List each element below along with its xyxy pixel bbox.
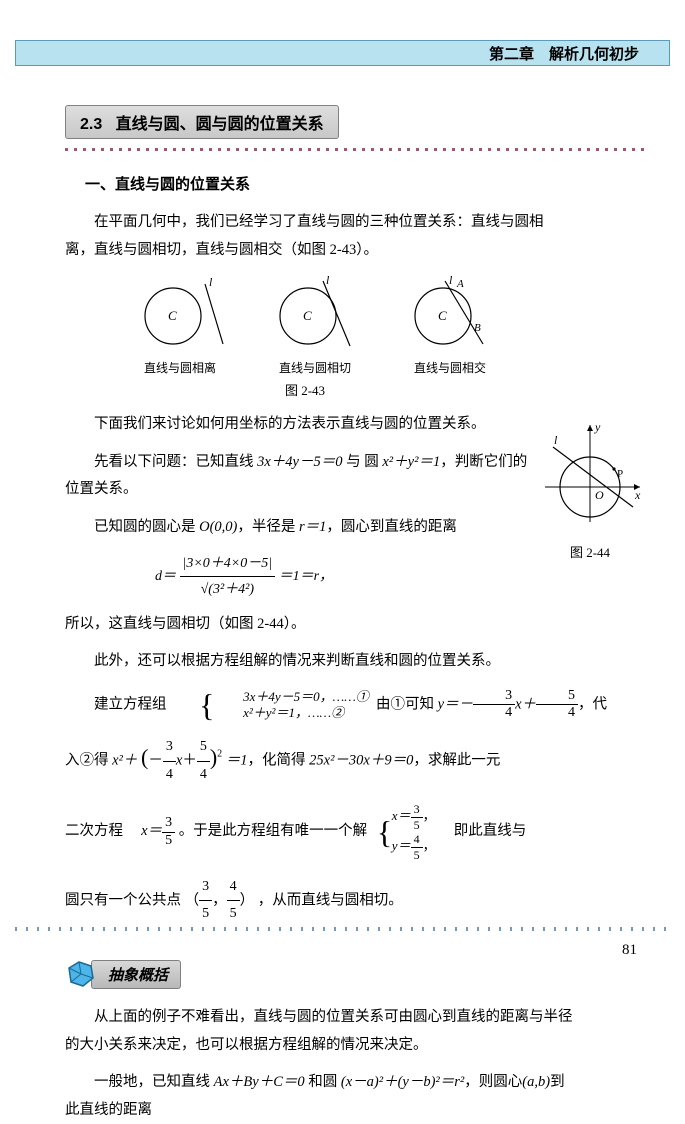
- figure-2-43: C l 直线与圆相离 C l 直线与圆相切 C A B l: [75, 276, 555, 376]
- general-circle: (x－a)²＋(y－b)²＝r²: [341, 1074, 464, 1090]
- t: 建立方程组: [94, 696, 167, 712]
- t: 一般地，已知直线: [94, 1074, 214, 1090]
- para-problem: 先看以下问题：已知直线 3x＋4y－5＝0 与 圆 x²＋y²＝1，判断它们的位…: [65, 449, 535, 504]
- dist-result: ＝1＝r，: [279, 569, 333, 584]
- y-expr: y＝－: [438, 696, 473, 712]
- page-number: 81: [622, 942, 637, 959]
- diagram-separate: C l 直线与圆相离: [133, 276, 228, 376]
- svg-text:C: C: [303, 308, 312, 323]
- svg-text:l: l: [209, 276, 213, 289]
- intro-paragraph: 在平面几何中，我们已经学习了直线与圆的三种位置关系：直线与圆相离，直线与圆相切，…: [65, 209, 565, 264]
- general-center: (a,b): [522, 1074, 550, 1090]
- sol-y: y＝: [392, 838, 411, 853]
- t: 和圆: [305, 1074, 341, 1090]
- t: ，则圆心: [464, 1074, 522, 1090]
- t: ，半径是: [237, 519, 299, 535]
- general-line: Ax＋By＋C＝0: [214, 1074, 305, 1090]
- dist-denominator: √(3²＋4²): [180, 577, 276, 602]
- t: 已知圆的圆心是: [94, 519, 199, 535]
- t: （: [185, 892, 200, 908]
- system-eq2: x²＋y²＝1，……②: [214, 705, 369, 721]
- para-discuss: 下面我们来讨论如何用坐标的方法表示直线与圆的位置关系。: [65, 411, 535, 439]
- puzzle-icon: [65, 958, 97, 990]
- t: ，化简得: [248, 753, 310, 769]
- svg-text:C: C: [438, 308, 447, 323]
- svg-text:P: P: [617, 468, 623, 480]
- abstract-label: 抽象概括: [91, 960, 181, 989]
- diagram-intersect: C A B l 直线与圆相交: [403, 276, 498, 376]
- d-equals: d＝: [155, 569, 176, 584]
- quadratic-eq: 25x²－30x＋9＝0: [309, 753, 413, 769]
- svg-text:l: l: [326, 276, 330, 287]
- caption-tangent: 直线与圆相切: [268, 359, 363, 376]
- diagram-tangent: C l 直线与圆相切: [268, 276, 363, 376]
- t: ＝1: [226, 753, 248, 769]
- t: 。于是此方程组有唯一一个解: [179, 823, 368, 839]
- t: 由①可知: [376, 696, 438, 712]
- figure-label-244: 图 2-44: [535, 542, 645, 561]
- svg-text:x: x: [634, 488, 641, 502]
- para-center: 已知圆的圆心是 O(0,0)，半径是 r＝1，圆心到直线的距离: [65, 514, 535, 542]
- circle-equation: x²＋y²＝1: [382, 454, 440, 470]
- t: 与 圆: [343, 454, 383, 470]
- para-alternative: 此外，还可以根据方程组解的情况来判断直线和圆的位置关系。: [65, 648, 535, 676]
- t: 先看以下问题：已知直线: [94, 454, 257, 470]
- t: ，从而直线与圆相切。: [258, 892, 403, 908]
- footer-dots: [15, 927, 670, 931]
- circle-separate-icon: C l: [133, 276, 228, 351]
- radius-value: r＝1: [299, 519, 326, 535]
- section-title-box: 2.3 直线与圆、圆与圆的位置关系: [65, 105, 339, 139]
- center-point: O(0,0): [199, 519, 237, 535]
- para-general: 一般地，已知直线 Ax＋By＋C＝0 和圆 (x－a)²＋(y－b)²＝r²，则…: [65, 1069, 575, 1124]
- abstract-heading: 抽象概括: [65, 958, 181, 990]
- t: ，圆心到直线的距离: [326, 519, 457, 535]
- chapter-header: 第二章 解析几何初步: [15, 40, 670, 66]
- coordinate-circle-icon: O x y P l: [535, 417, 645, 532]
- caption-separate: 直线与圆相离: [133, 359, 228, 376]
- sol-x: x＝: [392, 808, 411, 823]
- figure-2-44: O x y P l 图 2-44: [535, 417, 645, 686]
- section-number: 2.3: [80, 116, 102, 133]
- page-content: 2.3 直线与圆、圆与圆的位置关系 一、直线与圆的位置关系 在平面几何中，我们已…: [65, 105, 645, 919]
- para-tangent-result: 所以，这直线与圆相切（如图 2-44）。: [65, 611, 535, 639]
- t: ，代: [578, 696, 607, 712]
- svg-text:A: A: [456, 278, 464, 290]
- svg-text:O: O: [595, 488, 604, 502]
- t: ）: [240, 892, 255, 908]
- dist-numerator: |3×0＋4×0－5|: [180, 551, 276, 577]
- t: 二次方程: [65, 823, 138, 839]
- circle-tangent-icon: C l: [268, 276, 363, 351]
- para-solution: 二次方程 x＝35 。于是此方程组有唯一一个解 { x＝35， y＝45， 即此…: [65, 802, 645, 862]
- figure-label-243: 图 2-43: [65, 380, 545, 399]
- sub-heading: 一、直线与圆的位置关系: [85, 173, 645, 194]
- para-summary: 从上面的例子不难看出，直线与圆的位置关系可由圆心到直线的距离与半径的大小关系来决…: [65, 1004, 575, 1059]
- t: 即此直线与: [439, 823, 526, 839]
- caption-intersect: 直线与圆相交: [403, 359, 498, 376]
- t: 入②得: [65, 753, 112, 769]
- x-sol: x＝: [141, 823, 162, 839]
- t: ，求解此一元: [413, 753, 500, 769]
- para-system: 建立方程组 { 3x＋4y－5＝0，……① x²＋y²＝1，……② 由①可知 y…: [65, 686, 645, 724]
- decorative-dots: [65, 145, 645, 153]
- t: ，: [212, 892, 227, 908]
- distance-formula: d＝ |3×0＋4×0－5| √(3²＋4²) ＝1＝r，: [155, 551, 535, 602]
- line-equation: 3x＋4y－5＝0: [257, 454, 342, 470]
- section-title: 直线与圆、圆与圆的位置关系: [116, 116, 324, 133]
- svg-text:B: B: [474, 322, 481, 334]
- y-expr2: x＋: [515, 696, 536, 712]
- system-eq1: 3x＋4y－5＝0，……①: [214, 689, 369, 705]
- t: x²＋: [112, 753, 137, 769]
- svg-text:l: l: [554, 433, 558, 447]
- svg-text:y: y: [594, 420, 601, 434]
- chapter-title: 第二章 解析几何初步: [489, 43, 639, 64]
- t: 圆只有一个公共点: [65, 892, 181, 908]
- para-conclusion: 圆只有一个公共点 （35，45） ，从而直线与圆相切。: [65, 874, 645, 928]
- svg-text:l: l: [449, 276, 453, 287]
- circle-intersect-icon: C A B l: [403, 276, 498, 351]
- svg-text:C: C: [168, 308, 177, 323]
- para-substitute: 入②得 x²＋ (－34x＋54)2 ＝1，化简得 25x²－30x＋9＝0，求…: [65, 734, 645, 788]
